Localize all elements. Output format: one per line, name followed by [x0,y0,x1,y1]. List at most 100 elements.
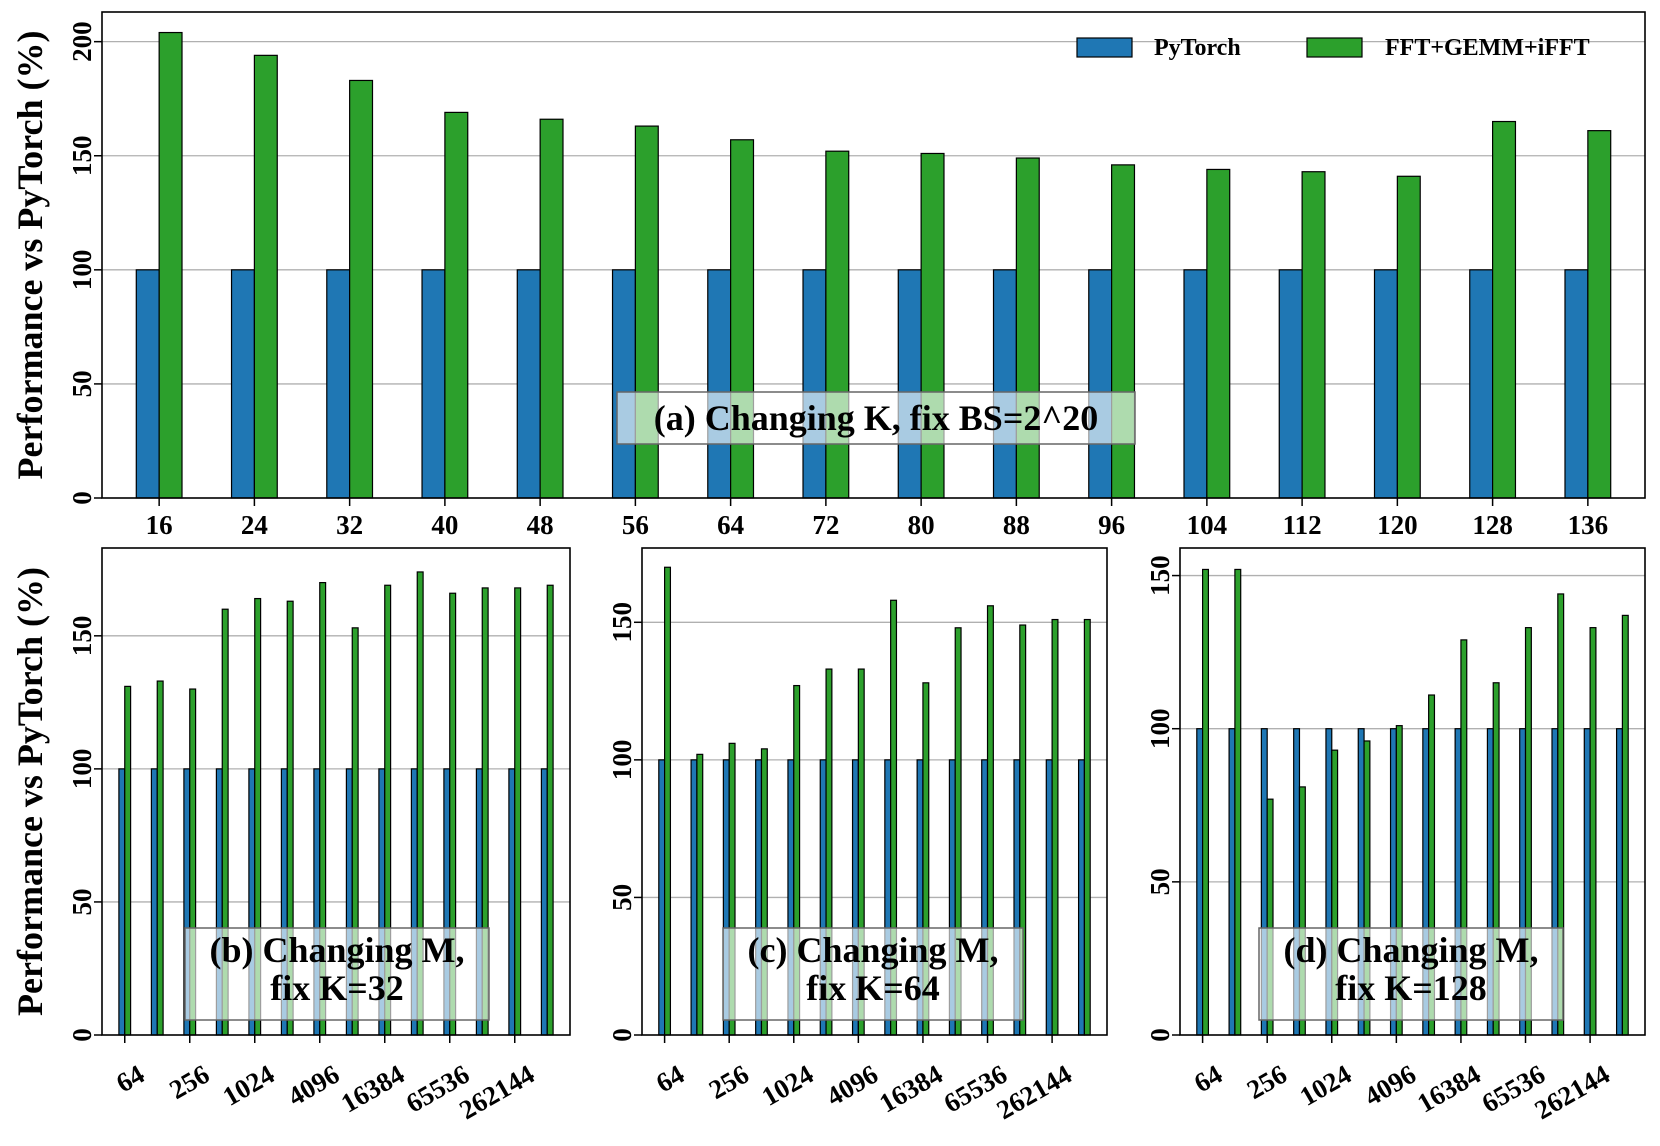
bar-fft-a-96 [1111,164,1136,499]
chart-title: (a) Changing K, fix BS=2^20 [654,398,1099,438]
chart-title: (b) Changing M, fix K=32 [209,930,464,1008]
chart-title: (d) Changing M, fix K=128 [1283,930,1538,1008]
bar-pytorch-c-262144 [1045,759,1053,1036]
bar-fft-c-128 [696,753,704,1036]
x-tick-label: 4096 [283,1059,345,1112]
y-tick-label: 0 [67,491,97,505]
x-tick-label: 262144 [992,1059,1077,1125]
bar-pytorch-c-128 [690,759,698,1036]
x-tick-label: 64 [111,1059,149,1098]
y-tick-label: 50 [607,884,637,911]
y-axis-label: Performance vs PyTorch (%) [10,567,50,1016]
bar-pytorch-a-56 [611,269,636,499]
bar-pytorch-a-88 [992,269,1017,499]
x-tick-label: 16384 [336,1059,409,1119]
bar-fft-b-64 [124,685,132,1036]
bar-pytorch-d-128 [1228,728,1236,1036]
y-tick-label: 200 [67,21,97,62]
y-tick-label: 0 [1145,1028,1175,1042]
x-tick-label: 24 [241,510,268,540]
bar-pytorch-d-64 [1196,728,1204,1036]
y-tick-label: 100 [67,250,97,291]
x-tick-label: 16384 [1412,1059,1485,1119]
x-tick-label: 16384 [874,1059,947,1119]
bar-pytorch-a-104 [1183,269,1208,499]
bar-fft-b-128 [156,680,164,1036]
x-tick-label: 64 [651,1059,689,1098]
legend-label-pytorch: PyTorch [1154,35,1241,61]
bar-fft-a-32 [349,79,374,499]
bar-fft-d-524288 [1621,614,1629,1036]
bar-pytorch-b-524288 [540,768,548,1036]
x-tick-label: 96 [1098,510,1125,540]
x-tick-label: 128 [1472,510,1513,540]
bar-pytorch-d-262144 [1583,728,1591,1036]
x-tick-label: 1024 [218,1059,280,1112]
bar-fft-d-64 [1202,568,1210,1036]
x-tick-label: 1024 [1295,1059,1357,1112]
x-tick-label: 64 [717,510,744,540]
x-tick-label: 256 [164,1059,214,1105]
bar-fft-a-104 [1206,168,1231,499]
x-tick-label: 112 [1283,510,1322,540]
legend: PyTorch FFT+GEMM+iFFT [1076,35,1590,61]
bar-fft-d-262144 [1589,627,1597,1036]
bar-fft-a-80 [920,152,945,499]
bar-fft-a-112 [1301,171,1326,499]
chart-title-line: (b) Changing M, [209,930,464,970]
bar-pytorch-a-72 [802,269,827,499]
bar-fft-c-64 [664,566,672,1036]
y-tick-label: 0 [67,1028,97,1042]
chart-title-line: fix K=64 [806,968,940,1008]
x-tick-label: 56 [622,510,649,540]
chart-a: 0 50 100 150 200 16 24 32 40 48 56 64 72 80 88 96 104 112… [10,11,1646,540]
x-tick-label: 256 [704,1059,754,1105]
axes-frame [1179,547,1646,1036]
bar-fft-a-16 [158,31,183,499]
bar-fft-a-120 [1396,175,1421,499]
chart-title: (c) Changing M, fix K=64 [748,930,999,1008]
chart-title-line: fix K=128 [1335,968,1487,1008]
y-tick-label: 0 [607,1028,637,1042]
x-tick-label: 120 [1377,510,1418,540]
x-tick-label: 136 [1568,510,1609,540]
x-tick-label: 262144 [1530,1059,1615,1125]
y-tick-label: 150 [607,602,637,643]
y-axis-label: Performance vs PyTorch (%) [10,31,50,480]
x-tick-label: 4096 [1359,1059,1421,1112]
legend-label-fft: FFT+GEMM+iFFT [1385,35,1590,61]
bar-pytorch-b-262144 [508,768,516,1036]
x-tick-label: 1024 [757,1059,819,1112]
y-tick-label: 50 [67,888,97,915]
y-tick-label: 50 [67,370,97,397]
legend-swatch-fft [1306,37,1363,58]
y-tick-label: 100 [1145,708,1175,749]
x-tick-label: 32 [336,510,363,540]
bar-fft-b-262144 [514,587,522,1036]
bar-fft-d-128 [1234,568,1242,1036]
bar-fft-c-262144 [1051,618,1059,1036]
axes-frame [641,547,1108,1036]
bar-fft-c-524288 [1083,618,1091,1036]
bar-fft-a-40 [444,111,469,499]
bar-pytorch-a-16 [135,269,160,499]
x-tick-label: 40 [431,510,458,540]
bar-fft-a-88 [1015,157,1040,499]
x-tick-label: 88 [1003,510,1030,540]
chart-title-line: (d) Changing M, [1283,930,1538,970]
bar-pytorch-a-128 [1469,269,1494,499]
chart-title-line: fix K=32 [270,968,404,1008]
axes-frame [101,547,571,1036]
bar-pytorch-a-24 [230,269,255,499]
x-tick-label: 80 [908,510,935,540]
x-tick-label: 48 [527,510,554,540]
bar-pytorch-b-128 [150,768,158,1036]
y-tick-label: 50 [1145,868,1175,895]
bar-pytorch-d-524288 [1615,728,1623,1036]
x-tick-label: 256 [1242,1059,1292,1105]
annotation-box [184,927,490,1021]
legend-swatch-pytorch [1076,37,1133,58]
x-tick-label: 64 [1189,1059,1227,1098]
